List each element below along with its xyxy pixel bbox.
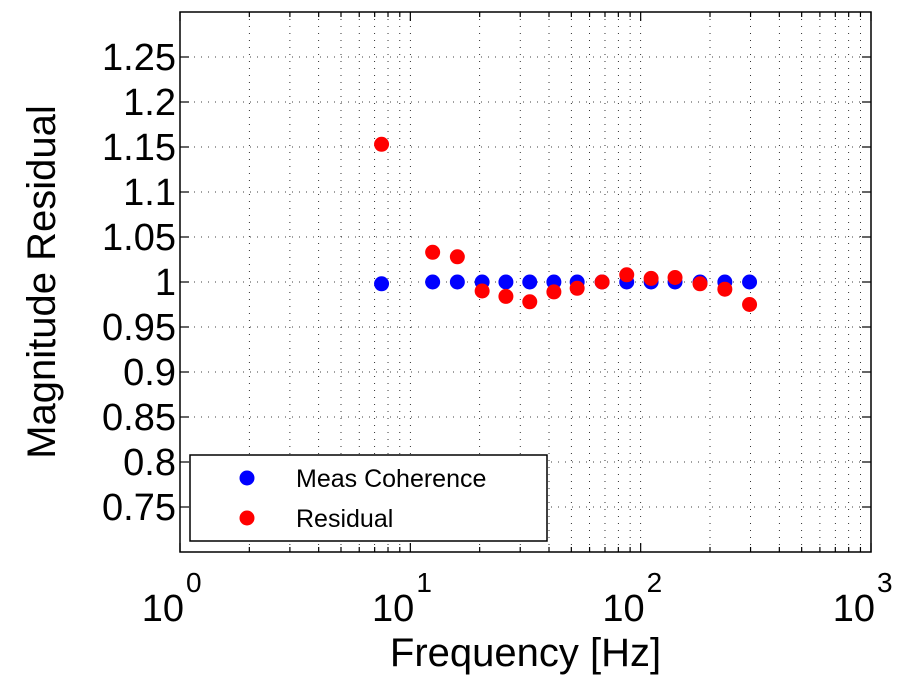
y-tick-label: 1.2: [123, 82, 176, 124]
residual-point: [717, 281, 733, 297]
axis-ticks: [179, 12, 872, 552]
x-tick-label-base: 10: [602, 588, 644, 630]
y-tick-label: 1.25: [102, 37, 176, 79]
x-axis-label: Frequency [Hz]: [390, 631, 661, 675]
legend-label-residual: Residual: [296, 505, 393, 533]
x-tick-label: 100: [142, 567, 202, 630]
x-tick-label-base: 10: [833, 588, 875, 630]
y-tick-label: 1.15: [102, 127, 176, 169]
residual-point: [425, 244, 441, 260]
meas-coherence-point: [522, 274, 538, 290]
meas-coherence-point: [742, 274, 758, 290]
meas-coherence-point: [374, 276, 390, 292]
y-tick-label: 1.05: [102, 217, 176, 259]
meas-coherence-point: [498, 274, 514, 290]
x-tick-label: 101: [372, 567, 432, 630]
y-tick-label: 1: [155, 262, 176, 304]
legend-marker-residual: [239, 510, 255, 526]
y-axis-label: Magnitude Residual: [20, 105, 64, 459]
residual-point: [569, 280, 585, 296]
y-tick-label: 0.8: [123, 442, 176, 484]
data-points: [374, 136, 758, 312]
x-tick-label-exponent: 0: [186, 567, 202, 598]
legend-marker-meas-coherence: [239, 470, 255, 486]
x-tick-label-exponent: 2: [647, 567, 663, 598]
residual-point: [643, 270, 659, 286]
residual-point: [742, 297, 758, 312]
x-tick-label-base: 10: [142, 588, 184, 630]
x-tick-label: 103: [833, 567, 893, 630]
meas-coherence-point: [425, 274, 441, 290]
y-tick-label: 0.75: [102, 487, 176, 529]
y-tick-label: 0.85: [102, 397, 176, 439]
legend: Meas Coherence Residual: [189, 454, 548, 542]
residual-point: [667, 270, 683, 285]
x-tick-label: 102: [602, 567, 662, 630]
residual-point: [449, 249, 465, 265]
y-tick-label: 1.1: [123, 172, 176, 214]
residual-point: [474, 283, 490, 299]
residual-point: [522, 294, 538, 310]
residual-point: [594, 274, 610, 290]
x-tick-label-exponent: 1: [416, 567, 432, 598]
residual-point: [546, 284, 562, 300]
x-tick-label-base: 10: [372, 588, 414, 630]
meas-coherence-point: [449, 274, 465, 290]
residual-point: [498, 288, 514, 304]
residual-point: [619, 267, 635, 283]
y-tick-label: 0.95: [102, 307, 176, 349]
legend-label-meas-coherence: Meas Coherence: [296, 465, 486, 493]
residual-point: [374, 136, 390, 152]
x-tick-label-exponent: 3: [877, 567, 893, 598]
legend-box: [189, 454, 548, 542]
y-tick-label: 0.9: [123, 352, 176, 394]
residual-point: [692, 276, 708, 292]
